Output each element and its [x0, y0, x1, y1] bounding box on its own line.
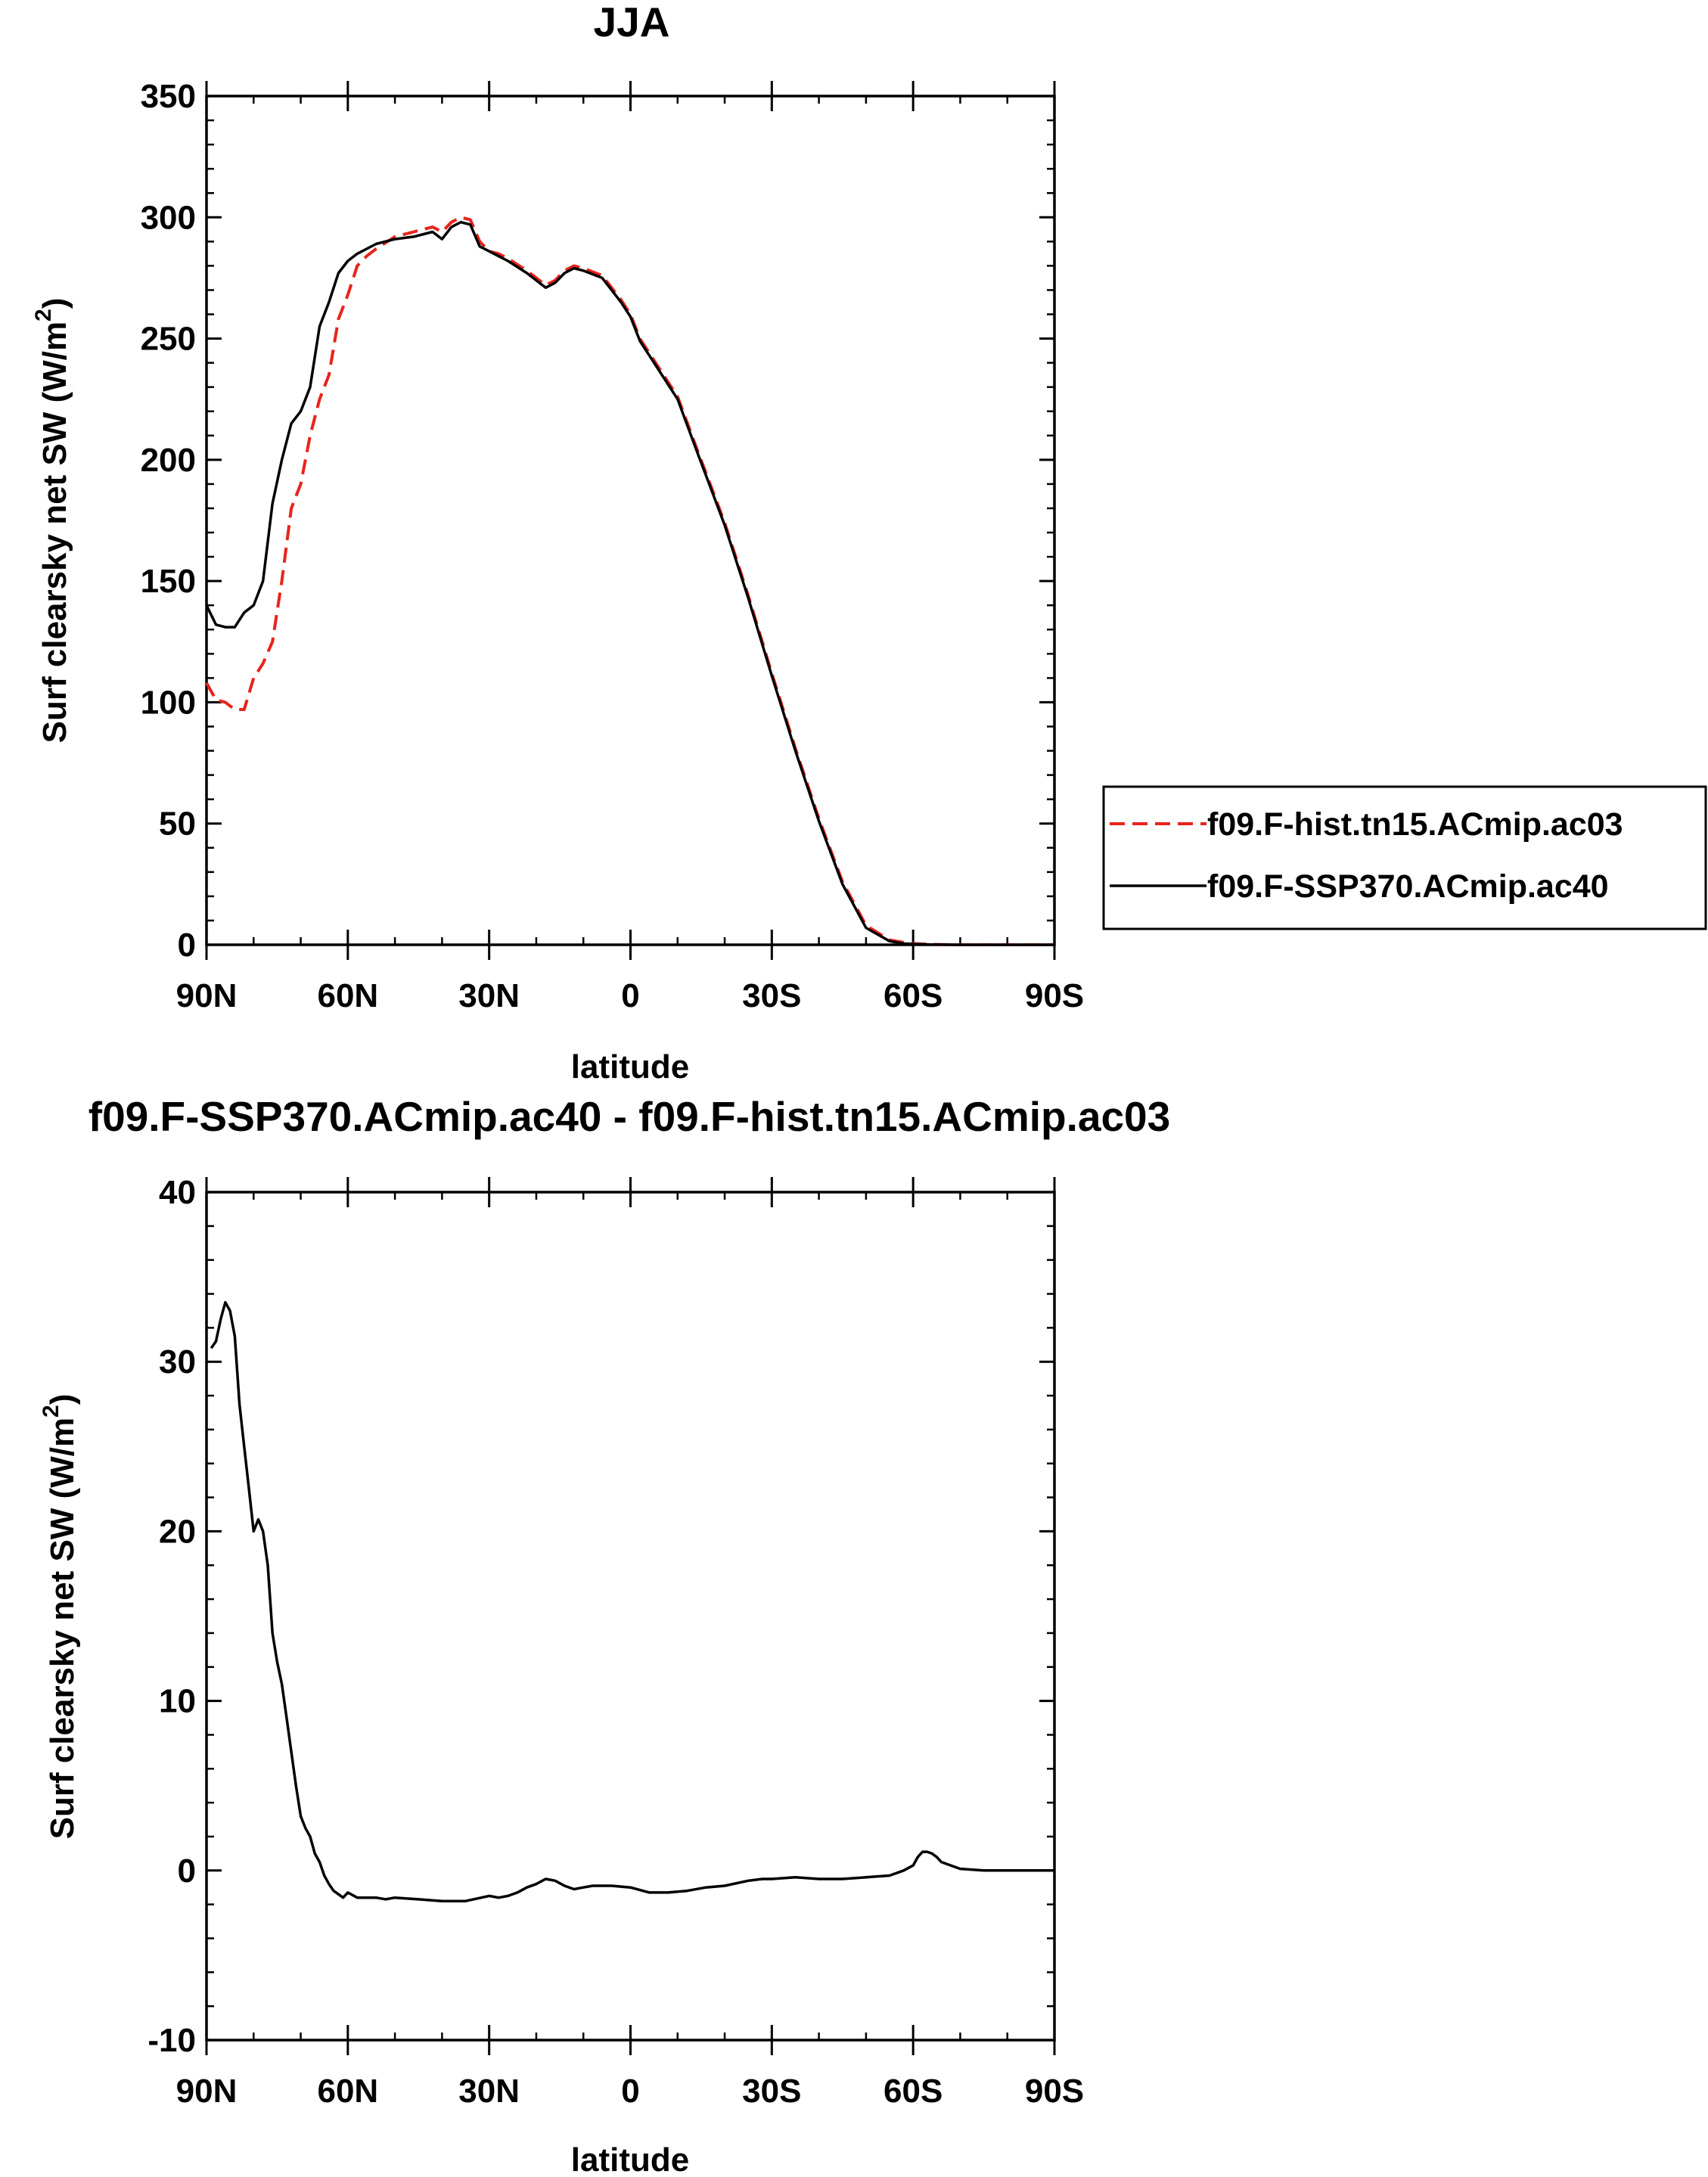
series-line-difference	[210, 1300, 1054, 1902]
x-tick-label: 60N	[317, 977, 378, 1014]
x-tick-labels-bottom: 90N 60N 30N 0 30S 60S 90S	[176, 2073, 1085, 2110]
y-tick-label: 250	[141, 321, 196, 358]
x-tick-label: 90S	[1025, 2073, 1084, 2110]
x-tick-label: 90N	[176, 2073, 238, 2110]
x-axis-label-bottom: latitude	[571, 2141, 689, 2177]
x-tick-label: 0	[621, 2073, 639, 2110]
chart-title-bottom: f09.F-SSP370.ACmip.ac40 - f09.F-hist.tn1…	[89, 1093, 1170, 1140]
y-tick-label: 100	[141, 684, 196, 721]
y-tick-labels-bottom: -10 0 10 20 30 40	[148, 1174, 196, 2059]
x-tick-label: 0	[621, 977, 639, 1014]
plot-frame-bottom	[205, 1191, 1056, 2042]
x-axis-label-top: latitude	[571, 1048, 689, 1085]
x-tick-label: 30N	[458, 2073, 520, 2110]
x-tick-label: 30N	[458, 977, 520, 1014]
series-line-f09-f-ssp370-acmip-ac40	[205, 220, 1054, 946]
y-tick-label: 0	[178, 927, 196, 964]
y-tick-label: 350	[141, 78, 196, 115]
legend-box	[1102, 785, 1707, 930]
x-tick-label: 90S	[1025, 977, 1084, 1014]
y-tick-label: 20	[159, 1513, 196, 1550]
y-axis-label-top: Surf clearsky net SW (W/m2)	[31, 298, 73, 744]
y-tick-label: -10	[148, 2022, 196, 2059]
series-lines-top	[205, 216, 1054, 946]
legend-label-hist: f09.F-hist.tn15.ACmip.ac03	[1207, 806, 1623, 843]
x-tick-label: 30S	[742, 2073, 801, 2110]
series-line-f09-f-hist-tn15-acmip-ac03	[205, 216, 1054, 946]
panel-top: JJA 0 50 100 150 200 250 300 350 90N 60N 30N 0 30S 6…	[31, 0, 1084, 1085]
tick-marks-bottom	[205, 1177, 1056, 2055]
y-tick-labels-top: 0 50 100 150 200 250 300 350	[141, 78, 196, 964]
x-tick-labels-top: 90N 60N 30N 0 30S 60S 90S	[176, 977, 1085, 1014]
y-axis-label-bottom: Surf clearsky net SW (W/m2)	[39, 1394, 81, 1840]
panel-bottom: f09.F-SSP370.ACmip.ac40 - f09.F-hist.tn1…	[39, 1093, 1170, 2177]
legend: f09.F-hist.tn15.ACmip.ac03 f09.F-SSP370.…	[1102, 785, 1707, 930]
x-tick-label: 60N	[317, 2073, 378, 2110]
chart-title-top: JJA	[594, 0, 670, 45]
series-lines-bottom	[210, 1300, 1054, 1902]
y-tick-label: 0	[178, 1852, 196, 1890]
y-tick-label: 200	[141, 442, 196, 479]
x-tick-label: 60S	[884, 2073, 943, 2110]
y-tick-label: 150	[141, 563, 196, 600]
y-tick-label: 30	[159, 1343, 196, 1380]
y-tick-label: 50	[159, 806, 196, 843]
x-tick-label: 30S	[742, 977, 801, 1014]
legend-label-ssp: f09.F-SSP370.ACmip.ac40	[1207, 868, 1609, 905]
plot-frame-top	[205, 95, 1056, 946]
y-tick-label: 10	[159, 1683, 196, 1720]
x-tick-label: 60S	[884, 977, 943, 1014]
y-tick-label: 40	[159, 1174, 196, 1211]
tick-marks-top	[205, 81, 1056, 960]
y-tick-label: 300	[141, 199, 196, 236]
x-tick-label: 90N	[176, 977, 238, 1014]
